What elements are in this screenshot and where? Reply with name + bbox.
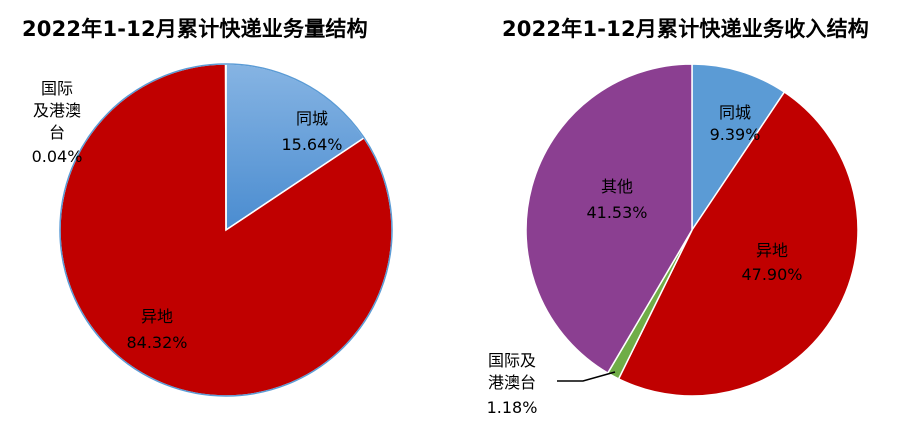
slice-name-label: 台	[49, 123, 65, 142]
slice-value-label: 47.90%	[741, 265, 802, 284]
slice-value-label: 41.53%	[586, 203, 647, 222]
slice-name-label: 其他	[601, 177, 633, 196]
chart-title-revenue: 2022年1-12月累计快递业务收入结构	[502, 17, 869, 41]
slice-name-label: 异地	[141, 307, 173, 326]
slice-name-label: 国际	[41, 79, 73, 98]
slice-name-label: 及港澳	[33, 101, 81, 120]
slice-name-label: 同城	[719, 103, 751, 122]
pie-slice	[691, 63, 786, 233]
slice-name-label: 国际及	[488, 351, 536, 370]
pie-slice	[617, 91, 859, 397]
slice-value-label: 1.18%	[487, 398, 538, 417]
slice-value-label: 84.32%	[126, 333, 187, 352]
pie-volume	[59, 63, 393, 397]
pie-border	[59, 63, 393, 397]
pie-revenue	[525, 63, 859, 397]
leader-line	[557, 371, 616, 382]
slice-name-label: 同城	[296, 109, 328, 128]
chart-title-volume: 2022年1-12月累计快递业务量结构	[22, 17, 368, 41]
slice-value-label: 9.39%	[710, 125, 761, 144]
pie-slice	[525, 63, 693, 375]
slice-name-label: 港澳台	[488, 373, 536, 392]
slice-value-label: 15.64%	[281, 135, 342, 154]
slice-value-label: 0.04%	[32, 147, 83, 166]
slice-name-label: 异地	[756, 241, 788, 260]
